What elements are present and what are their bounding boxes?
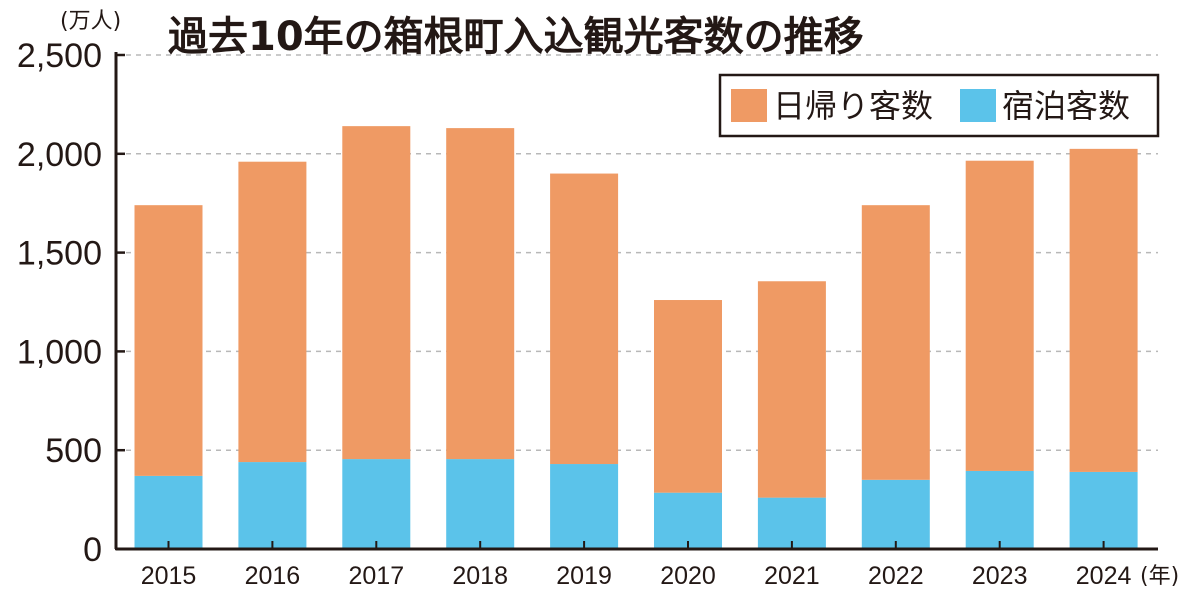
x-tick-label: 2023 [972,562,1028,590]
y-tick-label: 2,000 [17,136,102,174]
x-tick-label: 2022 [868,562,924,590]
bar-segment-overnight-2022 [861,479,930,549]
bar-segment-overnight-2018 [446,459,515,549]
bar-segment-daytrip-2018 [446,128,515,460]
legend-label-daytrip: 日帰り客数 [773,87,933,125]
bars [134,126,1138,549]
x-tick-label: 2024 [1076,562,1132,590]
x-tick-label: 2015 [141,562,197,590]
bar-segment-daytrip-2015 [134,205,203,476]
bar-segment-overnight-2020 [654,492,722,549]
legend-label-overnight: 宿泊客数 [1002,87,1130,125]
bar-segment-overnight-2015 [134,475,203,549]
legend-swatch-daytrip [731,89,767,122]
x-axis-unit-label: (年) [1140,564,1179,589]
bar-segment-daytrip-2016 [238,161,307,463]
bar-segment-overnight-2023 [965,470,1034,549]
x-tick-label: 2021 [764,562,820,590]
bar-segment-daytrip-2021 [757,281,826,498]
bar-segment-daytrip-2023 [965,160,1034,471]
bar-segment-daytrip-2024 [1069,148,1138,472]
y-tick-label: 2,500 [17,37,102,75]
x-tick-label: 2018 [452,562,508,590]
legend: 日帰り客数 宿泊客数 [718,73,1160,138]
bar-segment-overnight-2021 [757,497,826,549]
y-tick-label: 1,000 [17,333,102,371]
bar-segment-daytrip-2019 [550,173,619,465]
x-tick-label: 2016 [245,562,301,590]
y-tick-label: 500 [45,432,102,470]
y-axis-unit-label: (万人) [60,9,121,34]
bar-segment-daytrip-2017 [342,126,411,460]
axes [114,52,1158,551]
x-tick-label: 2017 [348,562,404,590]
bar-segment-overnight-2017 [342,459,411,549]
bar-segment-daytrip-2022 [861,205,930,480]
x-tick-label: 2020 [660,562,716,590]
bar-segment-overnight-2024 [1069,471,1138,549]
y-tick-label: 1,500 [17,235,102,273]
bar-segment-overnight-2016 [238,462,307,549]
legend-box [718,73,1160,138]
legend-swatch-overnight [960,89,996,122]
bar-segment-daytrip-2020 [654,300,722,493]
y-tick-label: 0 [83,531,102,569]
chart-title: 過去10年の箱根町入込観光客数の推移 [168,14,864,60]
x-ticks: 2015 2016 2017 2018 2019 2020 2021 2022 2023 2024 [141,541,1132,590]
bar-segment-overnight-2019 [550,464,619,549]
x-tick-label: 2019 [556,562,612,590]
y-ticks: 0 500 1,000 1,500 2,000 2,500 [17,37,125,569]
